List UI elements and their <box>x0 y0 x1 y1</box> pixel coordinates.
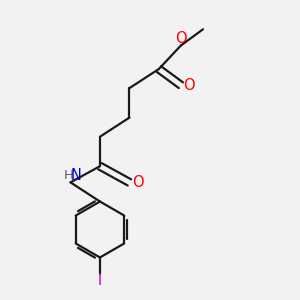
Text: O: O <box>175 32 187 46</box>
Text: O: O <box>183 78 195 93</box>
Text: O: O <box>132 175 143 190</box>
Text: H: H <box>64 169 74 182</box>
Text: N: N <box>70 168 81 183</box>
Text: I: I <box>98 273 102 288</box>
